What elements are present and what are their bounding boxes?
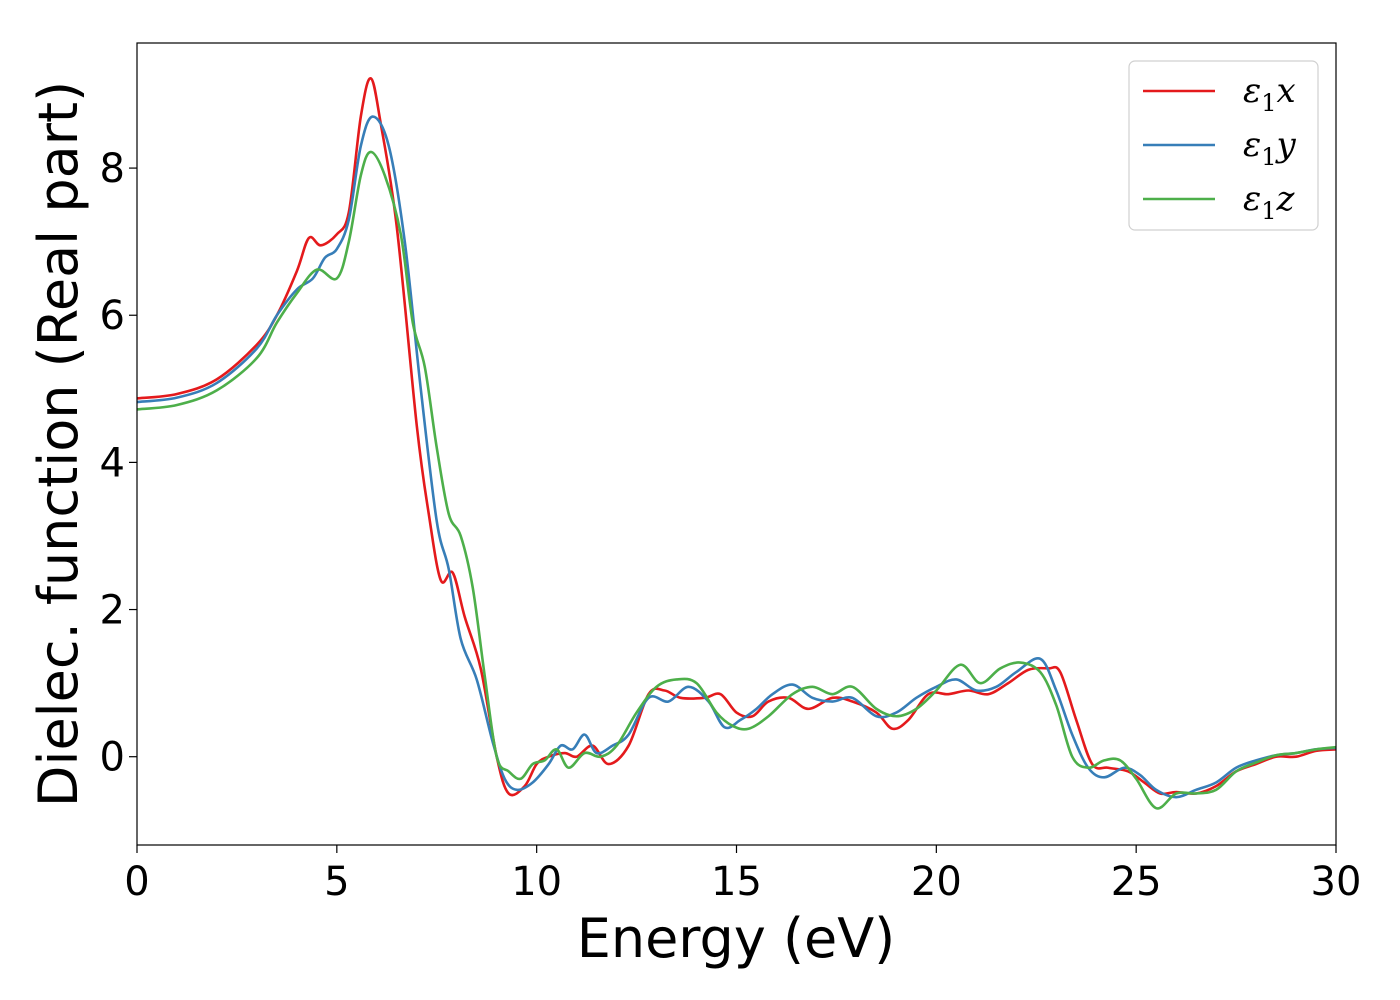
legend-box — [1128, 60, 1319, 231]
x-tick-label: 10 — [511, 859, 562, 905]
y-tick-label: 2 — [100, 588, 125, 634]
y-tick-label: 8 — [100, 146, 125, 192]
x-tick-label: 5 — [324, 859, 349, 905]
x-tick-label: 15 — [711, 859, 762, 905]
legend-label-z: ε1z — [1243, 179, 1296, 225]
y-axis: 0 2 4 6 8 — [100, 146, 137, 781]
y-axis-label: Dielec. function (Real part) — [27, 81, 90, 807]
x-tick-label: 25 — [1111, 859, 1162, 905]
legend-label-y: ε1y — [1243, 125, 1297, 171]
x-axis-label: Energy (eV) — [577, 907, 896, 970]
series-line-z — [136, 150, 1337, 810]
x-tick-label: 0 — [124, 859, 149, 905]
y-tick-label: 0 — [100, 735, 125, 781]
x-tick-label: 30 — [1311, 859, 1362, 905]
y-tick-label: 4 — [100, 440, 125, 486]
legend-label-x: ε1x — [1243, 71, 1296, 117]
series-layer — [136, 77, 1337, 810]
legend: ε1x ε1y ε1z — [1128, 60, 1319, 231]
y-tick-label: 6 — [100, 293, 125, 339]
series-line-y — [136, 115, 1337, 799]
x-tick-label: 20 — [911, 859, 962, 905]
x-axis: 0 5 10 15 20 25 30 — [124, 845, 1361, 905]
